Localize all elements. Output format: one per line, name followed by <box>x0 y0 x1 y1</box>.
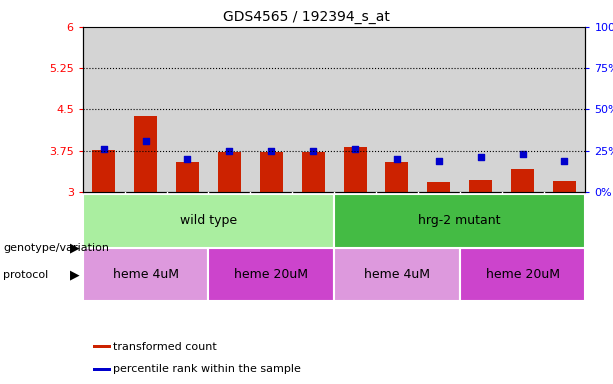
Bar <box>93 345 111 348</box>
Bar <box>83 248 208 301</box>
Text: ▶: ▶ <box>70 268 80 281</box>
Point <box>183 156 192 162</box>
Bar <box>250 27 292 192</box>
Point <box>392 156 402 162</box>
Bar <box>176 162 199 192</box>
Text: GSM849820: GSM849820 <box>560 194 569 253</box>
Point <box>224 148 234 154</box>
Point <box>476 154 485 161</box>
Bar <box>302 152 325 192</box>
Text: GSM849817: GSM849817 <box>434 194 444 253</box>
Bar <box>334 194 585 248</box>
Bar <box>334 248 460 301</box>
Text: GSM849814: GSM849814 <box>308 194 318 253</box>
Point <box>141 138 151 144</box>
Point <box>517 151 527 157</box>
Bar <box>167 27 208 192</box>
Text: hrg-2 mutant: hrg-2 mutant <box>419 214 501 227</box>
Text: GDS4565 / 192394_s_at: GDS4565 / 192394_s_at <box>223 10 390 23</box>
Text: genotype/variation: genotype/variation <box>3 243 109 253</box>
Bar <box>83 27 124 192</box>
Bar <box>92 150 115 192</box>
Text: transformed count: transformed count <box>113 341 216 352</box>
Point <box>308 148 318 154</box>
Bar <box>334 27 376 192</box>
Bar <box>544 27 585 192</box>
Text: protocol: protocol <box>3 270 48 280</box>
Text: heme 20uM: heme 20uM <box>485 268 560 281</box>
Bar <box>134 116 157 192</box>
Bar <box>292 27 334 192</box>
Bar <box>124 27 167 192</box>
Bar <box>418 27 460 192</box>
Point <box>266 148 276 154</box>
Bar <box>218 152 241 192</box>
Text: GSM849818: GSM849818 <box>476 194 485 253</box>
Bar <box>460 248 585 301</box>
Point <box>350 146 360 152</box>
Bar <box>469 180 492 192</box>
Bar <box>343 147 367 192</box>
Text: GSM849815: GSM849815 <box>350 194 360 253</box>
Point <box>434 157 444 164</box>
Bar <box>93 367 111 371</box>
Bar <box>376 27 418 192</box>
Text: percentile rank within the sample: percentile rank within the sample <box>113 364 301 374</box>
Bar <box>427 182 451 192</box>
Text: GSM849812: GSM849812 <box>224 194 234 253</box>
Text: GSM849816: GSM849816 <box>392 194 402 253</box>
Text: GSM849819: GSM849819 <box>517 194 528 253</box>
Point <box>99 146 109 152</box>
Bar <box>460 27 501 192</box>
Bar <box>553 181 576 192</box>
Bar <box>501 27 544 192</box>
Bar <box>208 248 334 301</box>
Text: GSM849813: GSM849813 <box>266 194 276 253</box>
Point <box>560 157 569 164</box>
Bar <box>208 27 250 192</box>
Bar <box>511 169 534 192</box>
Text: GSM849810: GSM849810 <box>140 194 151 253</box>
Bar <box>83 194 334 248</box>
Text: heme 4uM: heme 4uM <box>113 268 178 281</box>
Text: wild type: wild type <box>180 214 237 227</box>
Bar <box>260 152 283 192</box>
Text: heme 4uM: heme 4uM <box>364 268 430 281</box>
Text: GSM849811: GSM849811 <box>183 194 192 253</box>
Text: GSM849809: GSM849809 <box>99 194 109 253</box>
Bar <box>386 162 408 192</box>
Text: heme 20uM: heme 20uM <box>234 268 308 281</box>
Text: ▶: ▶ <box>70 241 80 254</box>
